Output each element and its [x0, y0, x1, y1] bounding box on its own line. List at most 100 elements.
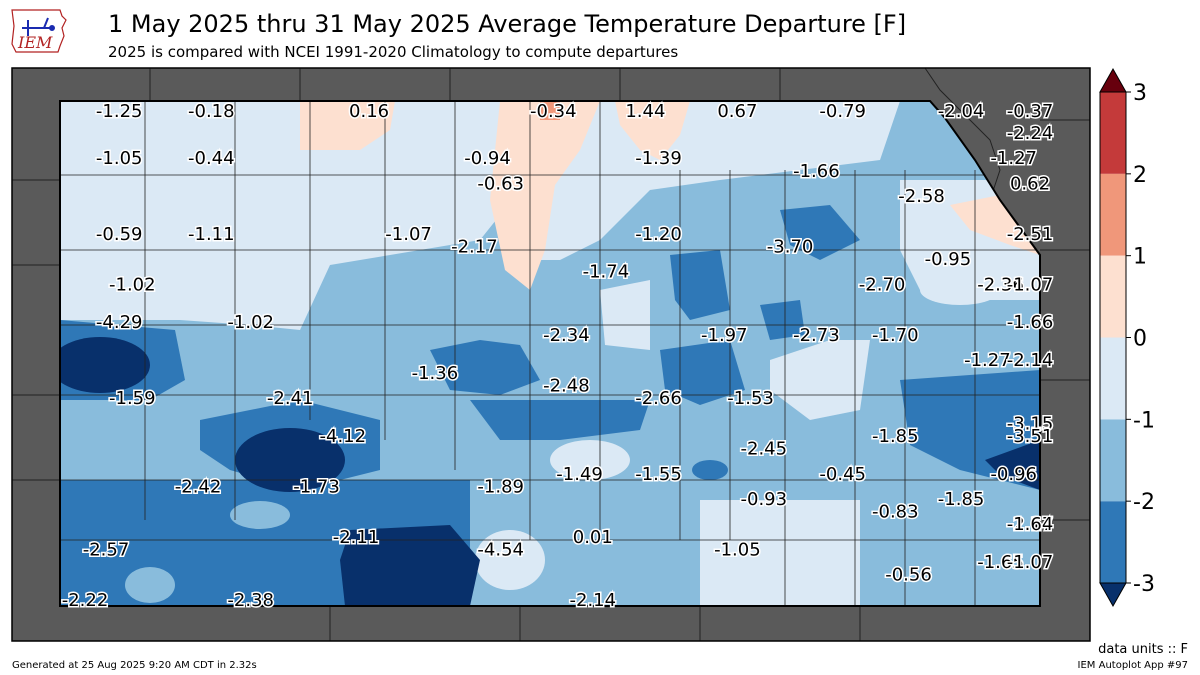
station-value-24: -3.70 [767, 237, 814, 258]
station-value-74: -2.14 [570, 590, 617, 611]
station-value-39: -1.36 [412, 363, 459, 384]
colorbar-tick-label-1: 2 [1133, 163, 1147, 188]
station-value-18: 0.62 [1010, 173, 1050, 194]
station-value-67: 0.01 [573, 527, 613, 548]
station-value-14: -1.39 [635, 148, 682, 169]
map-frame [11, 67, 1091, 642]
station-value-66: -4.54 [477, 540, 524, 561]
station-value-43: -2.41 [267, 388, 314, 409]
station-value-6: -0.79 [819, 101, 866, 122]
station-value-70: -1.07 [1007, 552, 1054, 573]
station-value-28: -1.74 [583, 262, 630, 283]
station-value-17: -2.58 [898, 186, 945, 207]
colorbar-segment-1 [1100, 419, 1126, 502]
colorbar-ticks: 3 2 1 0 -1 -2 -3 [1126, 81, 1155, 597]
station-value-59: -0.93 [741, 489, 788, 510]
station-value-8: -0.37 [1007, 101, 1054, 122]
station-value-labels: -1.25 -0.18 0.16 -0.34 1.44 0.67 -0.79 -2.04 -0.… [60, 100, 1055, 613]
station-value-52: -0.45 [819, 464, 866, 485]
colorbar-tick-label-4: -1 [1133, 408, 1155, 433]
station-value-32: -4.29 [96, 312, 143, 333]
station-value-0: -1.25 [96, 101, 143, 122]
station-value-2: 0.16 [349, 101, 389, 122]
station-value-54: -2.42 [175, 476, 222, 497]
station-value-57: -1.49 [556, 464, 603, 485]
colorbar-segments [1099, 67, 1127, 608]
colorbar-tick-label-2: 1 [1133, 245, 1147, 270]
station-value-69: -1.65 [977, 552, 1024, 573]
logo-text: IEM [17, 33, 53, 52]
station-value-62: -2.17 [1007, 514, 1054, 535]
station-value-44: -2.48 [543, 375, 590, 396]
station-value-51: -2.45 [741, 439, 788, 460]
colorbar-tick-label-6: -3 [1133, 572, 1155, 597]
station-value-25: -2.51 [1007, 224, 1054, 245]
generated-timestamp: Generated at 25 Aug 2025 9:20 AM CDT in … [12, 660, 257, 671]
station-value-41: -2.14 [1007, 350, 1054, 371]
colorbar-segment-2 [1100, 337, 1126, 420]
station-value-46: -1.53 [727, 388, 774, 409]
station-value-36: -2.73 [793, 325, 840, 346]
station-value-49: -3.51 [1007, 426, 1054, 447]
station-value-31: -1.07 [1007, 274, 1054, 295]
station-value-3: -0.34 [530, 101, 577, 122]
station-value-27: -1.02 [109, 274, 156, 295]
station-value-21: -1.07 [385, 224, 432, 245]
station-value-45: -2.66 [635, 388, 682, 409]
station-value-42: -1.59 [109, 388, 156, 409]
station-value-38: -1.66 [1007, 312, 1054, 333]
colorbar-tick-label-0: 3 [1133, 81, 1147, 106]
weather-station-icon [22, 17, 55, 36]
station-value-65: -2.11 [333, 527, 380, 548]
station-value-10: -1.05 [96, 148, 143, 169]
station-value-30: -2.36 [977, 274, 1024, 295]
station-value-47: -3.15 [1007, 413, 1054, 434]
station-value-5: 0.67 [717, 101, 757, 122]
page-title: 1 May 2025 thru 31 May 2025 Average Temp… [108, 10, 907, 38]
station-value-37: -1.70 [872, 325, 919, 346]
station-value-1: -0.18 [188, 101, 235, 122]
station-value-20: -1.11 [188, 224, 235, 245]
station-value-40: -1.27 [964, 350, 1011, 371]
station-value-61: -1.85 [938, 489, 985, 510]
station-value-50: -1.85 [872, 426, 919, 447]
station-value-4: 1.44 [625, 101, 665, 122]
station-value-64: -2.57 [83, 540, 130, 561]
station-value-22: -2.17 [451, 237, 498, 258]
colorbar-segment-3 [1100, 255, 1126, 338]
iowa-outline [11, 9, 67, 53]
station-value-71: -0.56 [885, 565, 932, 586]
station-value-19: -0.59 [96, 224, 143, 245]
station-value-11: -0.44 [188, 148, 235, 169]
colorbar-segment-0 [1100, 501, 1126, 583]
station-value-7: -2.04 [938, 101, 985, 122]
station-value-53: -0.96 [990, 464, 1037, 485]
station-value-13: -0.63 [477, 173, 524, 194]
station-value-35: -1.97 [701, 325, 748, 346]
station-value-68: -1.05 [714, 540, 761, 561]
page-subtitle: 2025 is compared with NCEI 1991-2020 Cli… [108, 43, 679, 61]
station-value-12: -0.94 [464, 148, 511, 169]
iem-logo: IEM [11, 9, 67, 53]
station-value-15: -1.66 [793, 161, 840, 182]
contour-fills [60, 101, 1040, 606]
station-value-9: -2.24 [1007, 123, 1054, 144]
colorbar-min-arrow [1099, 582, 1127, 608]
station-value-33: -1.02 [227, 312, 274, 333]
station-value-23: -1.20 [635, 224, 682, 245]
station-value-29: -2.70 [859, 274, 906, 295]
colorbar-segment-5 [1100, 92, 1126, 174]
station-value-60: -0.83 [872, 502, 919, 523]
station-value-63: -1.64 [1007, 514, 1054, 535]
station-value-16: -1.27 [990, 148, 1037, 169]
colorbar-max-arrow [1099, 67, 1127, 93]
county-lines [60, 101, 1040, 606]
colorbar-segment-4 [1100, 173, 1126, 256]
station-value-55: -1.73 [293, 476, 340, 497]
station-value-72: -2.22 [62, 590, 109, 611]
colorbar-tick-label-5: -2 [1133, 490, 1155, 515]
app-label: IEM Autoplot App #97 [1077, 660, 1188, 671]
station-value-73: -2.38 [227, 590, 274, 611]
